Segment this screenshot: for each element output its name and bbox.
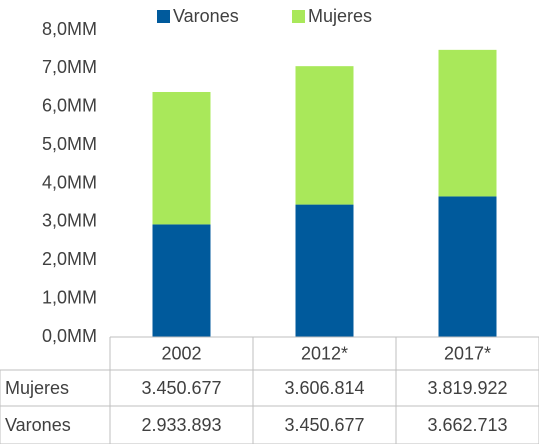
table-cell: 3.450.677 — [141, 378, 221, 398]
table-cell: 3.662.713 — [427, 415, 507, 435]
y-tick-label: 5,0MM — [42, 134, 97, 154]
legend-label: Varones — [173, 6, 239, 26]
bar-segment — [438, 49, 497, 197]
y-tick-label: 1,0MM — [42, 287, 97, 307]
y-tick-label: 0,0MM — [42, 326, 97, 346]
legend-swatch — [157, 10, 170, 23]
y-tick-label: 8,0MM — [42, 19, 97, 39]
bar-segment — [152, 224, 211, 337]
y-tick-label: 6,0MM — [42, 96, 97, 116]
x-tick-label: 2002 — [161, 343, 201, 363]
y-tick-label: 7,0MM — [42, 57, 97, 77]
table-row-label: Varones — [5, 415, 71, 435]
table-cell: 3.450.677 — [284, 415, 364, 435]
table-cell: 3.819.922 — [427, 378, 507, 398]
table-row-label: Mujeres — [5, 378, 69, 398]
legend-label: Mujeres — [308, 6, 372, 26]
y-tick-label: 3,0MM — [42, 211, 97, 231]
y-tick-label: 4,0MM — [42, 172, 97, 192]
x-tick-label: 2012* — [301, 343, 348, 363]
bar-segment — [438, 196, 497, 337]
table-cell: 2.933.893 — [141, 415, 221, 435]
bar-segment — [295, 66, 354, 205]
bar-segment — [152, 91, 211, 225]
x-tick-label: 2017* — [444, 343, 491, 363]
bar-segment — [295, 204, 354, 337]
legend-swatch — [292, 10, 305, 23]
table-cell: 3.606.814 — [284, 378, 364, 398]
y-tick-label: 2,0MM — [42, 249, 97, 269]
